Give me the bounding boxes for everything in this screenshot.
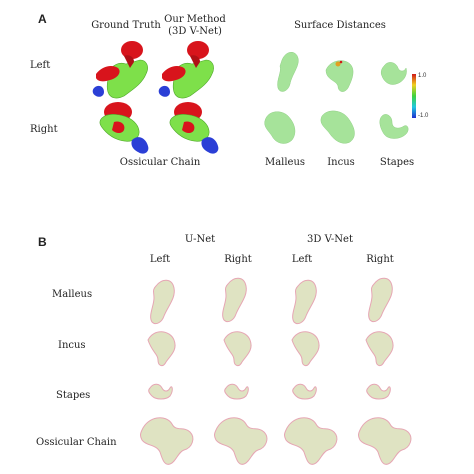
col-surface-distances: Surface Distances <box>294 20 386 31</box>
surface-malleus-right <box>264 111 296 144</box>
overlay-chain-unet-right <box>214 417 268 465</box>
col-our-method: Our Method <box>164 14 226 25</box>
row-incus: Incus <box>58 340 86 351</box>
col-vnet-right: Right <box>366 254 394 265</box>
overlay-stapes-vnet-left <box>292 383 317 400</box>
surface-stapes-left <box>380 62 407 85</box>
overlay-chain-vnet-right <box>358 417 412 465</box>
col-unet-left: Left <box>149 254 171 265</box>
caption-stapes: Stapes <box>379 157 415 168</box>
caption-incus: Incus <box>327 157 355 168</box>
overlay-incus-unet-left <box>147 331 176 367</box>
ours-left-model <box>158 41 214 99</box>
colorbar <box>412 74 416 118</box>
row-left: Left <box>30 60 51 71</box>
col-unet-right: Right <box>224 254 252 265</box>
colorbar-max: 1.0 <box>418 73 427 79</box>
group-unet: U-Net <box>184 234 216 245</box>
group-3dvnet: 3D V-Net <box>307 234 353 245</box>
surface-incus-right <box>320 110 355 144</box>
overlay-incus-unet-right <box>223 331 252 367</box>
row-stapes: Stapes <box>56 390 91 401</box>
overlay-malleus-vnet-right <box>368 277 393 323</box>
overlay-incus-vnet-right <box>365 331 394 367</box>
overlay-malleus-unet-right <box>222 277 247 323</box>
overlay-stapes-unet-left <box>148 383 173 400</box>
row-right: Right <box>30 124 58 135</box>
row-ossicular-chain: Ossicular Chain <box>36 437 117 448</box>
row-malleus: Malleus <box>52 289 93 300</box>
panel-b-label: B <box>38 235 47 249</box>
col-ground-truth: Ground Truth <box>91 20 161 31</box>
ours-right-model <box>169 102 219 154</box>
overlay-incus-vnet-left <box>291 331 320 367</box>
panel-a-label: A <box>38 12 47 26</box>
overlay-malleus-vnet-left <box>292 279 317 325</box>
gt-right-model <box>99 102 149 154</box>
caption-ossicular-chain: Ossicular Chain <box>119 157 201 168</box>
gt-left-model <box>92 41 148 99</box>
overlay-chain-vnet-left <box>284 417 338 465</box>
overlay-grid <box>140 277 412 465</box>
col-vnet-left: Left <box>291 254 313 265</box>
surface-incus-left <box>325 60 354 92</box>
col-our-method-sub: (3D V-Net) <box>168 26 222 37</box>
surface-stapes-right <box>379 114 409 139</box>
overlay-stapes-unet-right <box>224 383 249 400</box>
caption-malleus: Malleus <box>264 157 306 168</box>
surface-malleus-left <box>277 52 299 92</box>
overlay-stapes-vnet-right <box>366 383 391 400</box>
colorbar-min: -1.0 <box>418 113 429 119</box>
overlay-malleus-unet-left <box>150 279 175 325</box>
overlay-chain-unet-left <box>140 417 194 465</box>
